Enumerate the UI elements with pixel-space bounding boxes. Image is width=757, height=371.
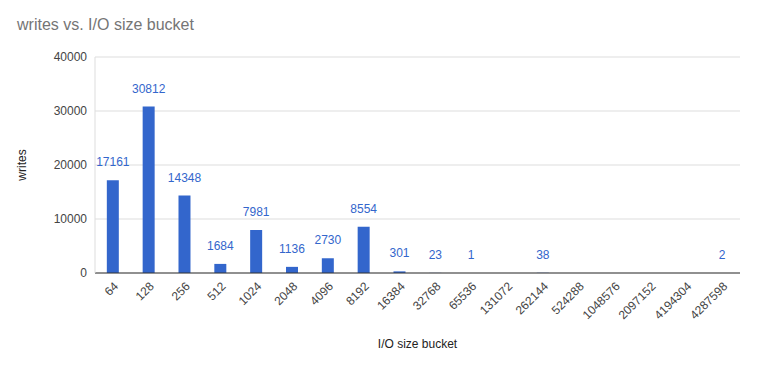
- svg-text:writes: writes: [15, 149, 29, 181]
- html-text:I/O size bucket: I/O size bucket: [377, 337, 458, 351]
- svg-text:30812: 30812: [132, 82, 166, 96]
- svg-text:23: 23: [429, 248, 443, 262]
- svg-text:10000: 10000: [54, 212, 88, 226]
- svg-text:131072: 131072: [477, 279, 515, 317]
- svg-text:32768: 32768: [410, 279, 444, 313]
- svg-text:4287598: 4287598: [687, 279, 730, 322]
- svg-text:14348: 14348: [168, 171, 202, 185]
- svg-text:262144: 262144: [513, 279, 551, 317]
- svg-text:1136: 1136: [279, 242, 305, 256]
- svg-text:7981: 7981: [243, 205, 270, 219]
- svg-text:2097152: 2097152: [616, 279, 659, 322]
- svg-text:30000: 30000: [54, 104, 88, 118]
- svg-text:301: 301: [389, 246, 409, 260]
- svg-text:64: 64: [102, 279, 122, 299]
- svg-text:128: 128: [133, 279, 157, 303]
- svg-text:38: 38: [536, 248, 550, 262]
- svg-text:2048: 2048: [271, 279, 300, 308]
- svg-text:16384: 16384: [374, 279, 408, 313]
- svg-text:256: 256: [169, 279, 193, 303]
- svg-text:1048576: 1048576: [580, 279, 623, 322]
- svg-text:4194304: 4194304: [651, 279, 694, 322]
- svg-text:4096: 4096: [307, 279, 336, 308]
- html-text:writes vs. I/O size bucket: writes vs. I/O size bucket: [17, 16, 194, 33]
- svg-text:17161: 17161: [96, 155, 130, 169]
- svg-text:1684: 1684: [207, 239, 234, 253]
- svg-text:1024: 1024: [236, 279, 265, 308]
- svg-text:0: 0: [80, 266, 87, 280]
- svg-text:2: 2: [719, 248, 726, 262]
- svg-text:1: 1: [468, 248, 475, 262]
- svg-text:2730: 2730: [314, 233, 341, 247]
- svg-text:8192: 8192: [343, 279, 372, 308]
- svg-text:8554: 8554: [350, 202, 377, 216]
- svg-text:65536: 65536: [446, 279, 480, 313]
- svg-text:40000: 40000: [54, 50, 88, 64]
- svg-text:20000: 20000: [54, 158, 88, 172]
- svg-text:512: 512: [204, 279, 228, 303]
- svg-text:524288: 524288: [548, 279, 587, 318]
